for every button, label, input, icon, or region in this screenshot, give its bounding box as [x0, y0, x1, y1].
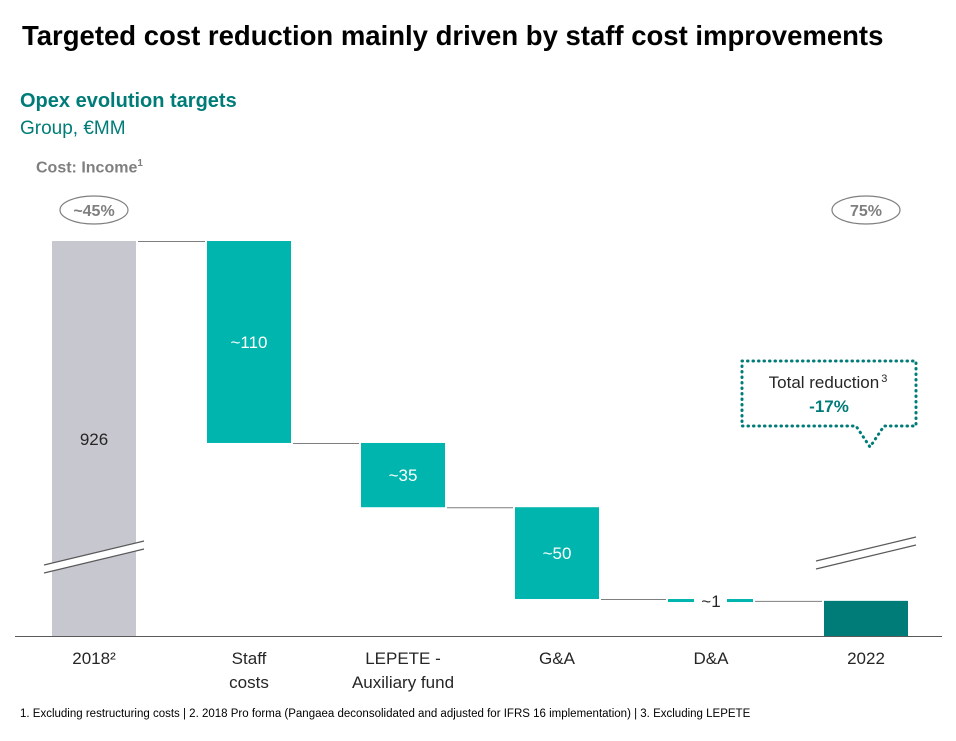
axis-break-line-top-1	[43, 540, 145, 566]
category-label-2-line-1: Staff	[232, 649, 267, 668]
data-bar-4	[515, 507, 599, 600]
category-label-1-line-1: 2018²	[72, 649, 116, 668]
axis-break-gap-2	[816, 537, 916, 569]
category-label-4-line-1: G&A	[539, 649, 576, 668]
category-label-6-line-1: 2022	[847, 649, 885, 668]
axis-break-line-bottom-2	[815, 544, 917, 570]
data-label-1: 926	[80, 430, 108, 449]
footnote: 1. Excluding restructuring costs | 2. 20…	[20, 708, 751, 720]
callout-value: -17%	[809, 397, 849, 416]
callout-label: Total reduction 3	[769, 373, 888, 392]
callout-label-sup: 3	[881, 373, 887, 385]
category-label-5-line-1: D&A	[694, 649, 730, 668]
cost-income-pill-1	[59, 195, 129, 225]
data-bar-da-left	[668, 599, 694, 603]
axis-break-line-top-2	[815, 536, 917, 562]
waterfall-chart: 926 2018² ~110 Staff costs ~35 LEPETE - Auxilia…	[15, 195, 942, 692]
data-bar-6	[824, 600, 908, 636]
data-label-4: ~50	[543, 544, 572, 563]
cost-income-label: Cost: Income1	[36, 158, 143, 177]
cost-income-label-text: Cost: Income	[36, 159, 138, 177]
data-label-2: ~110	[230, 333, 267, 352]
cost-income-label-sup: 1	[137, 158, 143, 169]
data-bar-2	[207, 241, 291, 443]
data-bar-1	[52, 241, 136, 636]
cost-income-pill-2	[831, 195, 901, 225]
data-label-6: ~800	[847, 573, 885, 592]
chart-subtitle: Opex evolution targets	[20, 90, 237, 112]
data-label-da: ~1	[701, 592, 720, 611]
chart-unit: Group, €MM	[20, 118, 126, 139]
axis-break-line-bottom-1	[43, 548, 145, 574]
data-bar-3	[361, 442, 445, 508]
category-label-2-line-2: costs	[229, 673, 269, 692]
cost-income-value-1: ~45%	[73, 203, 114, 220]
cost-income-value-2: 75%	[850, 203, 882, 220]
page-title: Targeted cost reduction mainly driven by…	[22, 20, 884, 51]
axis-break-gap-1	[44, 541, 144, 573]
callout-bubble	[740, 359, 918, 450]
data-label-3: ~35	[389, 466, 418, 485]
data-bar-da-right	[727, 599, 753, 603]
callout-label-text: Total reduction	[769, 373, 880, 392]
category-label-3-line-2: Auxiliary fund	[352, 673, 454, 692]
category-label-3-line-1: LEPETE -	[365, 649, 441, 668]
